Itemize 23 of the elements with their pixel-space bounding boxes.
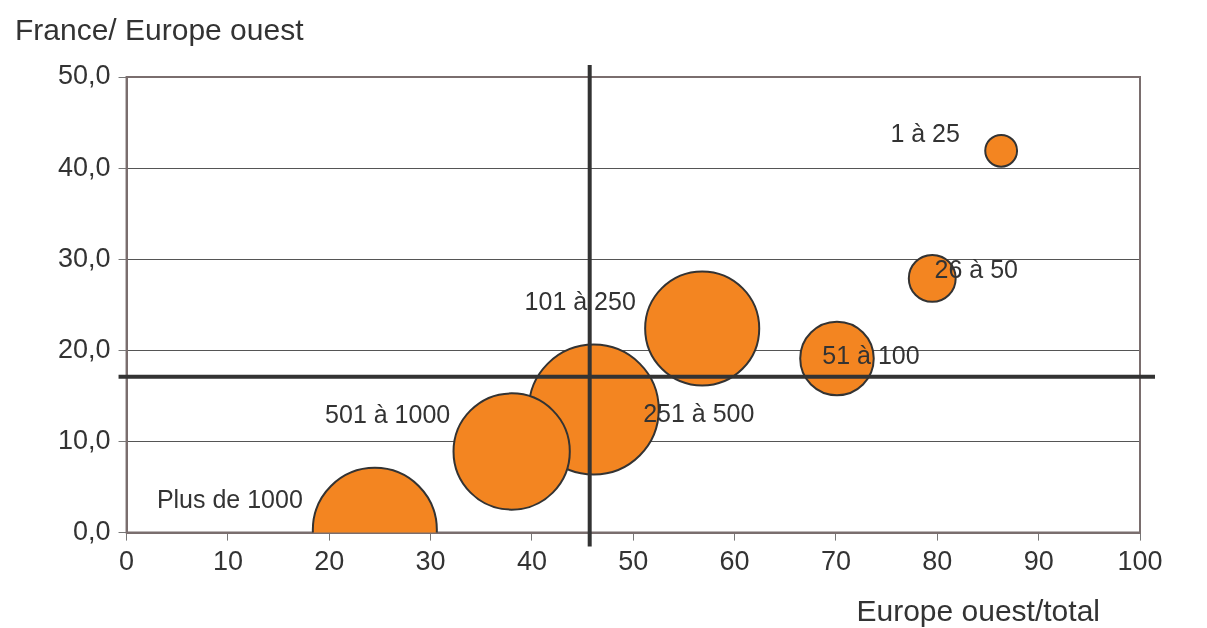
y-tick-label: 50,0 xyxy=(57,60,111,91)
x-tick-label: 100 xyxy=(1117,546,1163,577)
x-tick-label: 40 xyxy=(516,546,547,577)
annotation: 1 à 25 xyxy=(890,118,960,147)
y-tick-label: 40,0 xyxy=(57,151,111,182)
x-tick-label: 90 xyxy=(1023,546,1054,577)
annotation: 501 à 1000 xyxy=(325,400,451,429)
x-axis-title: Europe ouest/total xyxy=(856,594,1100,628)
y-axis-title: France/ Europe ouest xyxy=(15,13,305,47)
x-tick-label: 70 xyxy=(820,546,851,577)
y-tick-label: 0,0 xyxy=(73,516,111,547)
x-tick-label: 0 xyxy=(119,546,135,577)
x-tick-label: 30 xyxy=(415,546,446,577)
x-tick-label: 20 xyxy=(314,546,345,577)
annotation: Plus de 1000 xyxy=(156,484,303,513)
y-tick-label: 10,0 xyxy=(57,424,111,455)
x-tick-label: 10 xyxy=(212,546,243,577)
y-tick-label: 20,0 xyxy=(57,333,111,364)
x-tick-label: 50 xyxy=(618,546,649,577)
y-tick-label: 30,0 xyxy=(57,242,111,273)
x-tick-label: 60 xyxy=(719,546,750,577)
x-tick-label: 80 xyxy=(922,546,953,577)
annotation: 101 à 250 xyxy=(524,287,636,316)
